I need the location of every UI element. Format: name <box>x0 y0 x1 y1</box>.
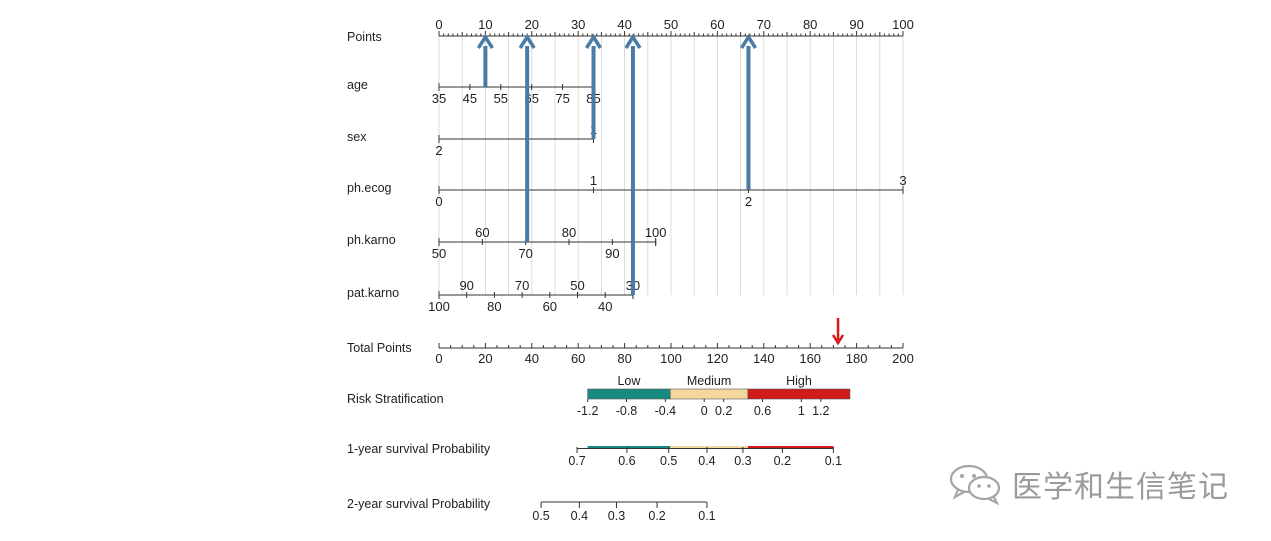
variable-tick-label: 60 <box>543 299 557 314</box>
survival-tick-label: 0.4 <box>571 509 588 523</box>
total-tick-label: 40 <box>525 351 539 366</box>
risk-segment-label: Low <box>617 374 641 388</box>
risk-tick-label: 0.6 <box>754 404 771 418</box>
survival-tick-label: 0.2 <box>774 454 791 468</box>
row-label-two-year-survival: 2-year survival Probability <box>347 497 491 511</box>
variable-tick-label: 50 <box>432 246 446 261</box>
arrow-head <box>585 33 602 49</box>
survival-tick-label: 0.6 <box>618 454 635 468</box>
variable-tick-label: 70 <box>518 246 532 261</box>
points-tick-label: 80 <box>803 17 817 32</box>
total-tick-label: 180 <box>846 351 868 366</box>
points-tick-label: 20 <box>525 17 539 32</box>
risk-segment-label: Medium <box>687 374 731 388</box>
risk-tick-label: 0 <box>701 404 708 418</box>
row-label-points: Points <box>347 30 382 44</box>
variable-tick-label: 40 <box>598 299 612 314</box>
variable-tick-label: 1 <box>590 173 597 188</box>
risk-tick-label: -1.2 <box>577 404 599 418</box>
arrow-head <box>518 33 536 49</box>
arrow-head <box>476 33 494 49</box>
row-label-total-points: Total Points <box>347 341 412 355</box>
variable-tick-label: 60 <box>475 225 489 240</box>
risk-segment-medium <box>669 388 749 400</box>
arrow-head <box>624 33 642 49</box>
row-label-ph-ecog: ph.ecog <box>347 181 392 195</box>
risk-tick-label: -0.8 <box>616 404 638 418</box>
risk-segment-high <box>747 388 851 400</box>
row-label-risk: Risk Stratification <box>347 392 444 406</box>
survival-tick-label: 0.1 <box>825 454 842 468</box>
variable-tick-label: 75 <box>555 91 569 106</box>
variable-tick-label: 70 <box>515 278 529 293</box>
total-marker-head <box>831 334 845 346</box>
watermark: 医学和生信笔记 <box>948 462 1229 506</box>
points-tick-label: 30 <box>571 17 585 32</box>
points-tick-label: 40 <box>617 17 631 32</box>
variable-tick-label: 2 <box>745 194 752 209</box>
variable-tick-label: 0 <box>435 194 442 209</box>
variable-tick-label: 2 <box>435 143 442 158</box>
survival-tick-label: 0.3 <box>734 454 751 468</box>
total-tick-label: 120 <box>707 351 729 366</box>
survival-tick-label: 0.7 <box>568 454 585 468</box>
points-tick-label: 0 <box>435 17 442 32</box>
variable-tick-label: 80 <box>562 225 576 240</box>
survival-tick-label: 0.2 <box>648 509 665 523</box>
survival-tick-label: 0.4 <box>698 454 715 468</box>
total-tick-label: 60 <box>571 351 585 366</box>
row-label-age: age <box>347 78 368 92</box>
points-tick-label: 90 <box>849 17 863 32</box>
risk-tick-label: 0.2 <box>715 404 732 418</box>
total-tick-label: 80 <box>617 351 631 366</box>
variable-tick-label: 45 <box>463 91 477 106</box>
total-tick-label: 0 <box>435 351 442 366</box>
total-tick-label: 160 <box>799 351 821 366</box>
row-label-one-year-survival: 1-year survival Probability <box>347 442 491 456</box>
variable-tick-label: 55 <box>494 91 508 106</box>
points-tick-label: 100 <box>892 17 914 32</box>
variable-tick-label: 90 <box>605 246 619 261</box>
row-label-sex: sex <box>347 130 367 144</box>
risk-segment-low <box>587 388 671 400</box>
points-tick-label: 10 <box>478 17 492 32</box>
variable-tick-label: 3 <box>899 173 906 188</box>
survival-tick-label: 0.5 <box>532 509 549 523</box>
variable-tick-label: 50 <box>570 278 584 293</box>
wechat-icon <box>949 464 1001 505</box>
row-label-ph-karno: ph.karno <box>347 233 396 247</box>
risk-tick-label: 1 <box>798 404 805 418</box>
total-tick-label: 20 <box>478 351 492 366</box>
risk-segment-label: High <box>786 374 812 388</box>
survival-tick-label: 0.5 <box>660 454 677 468</box>
watermark-text: 医学和生信笔记 <box>1012 470 1229 505</box>
points-tick-label: 50 <box>664 17 678 32</box>
total-tick-label: 140 <box>753 351 775 366</box>
variable-tick-label: 35 <box>432 91 446 106</box>
variable-tick-label: 100 <box>645 225 667 240</box>
variable-tick-label: 80 <box>487 299 501 314</box>
total-tick-label: 100 <box>660 351 682 366</box>
risk-tick-label: -0.4 <box>655 404 677 418</box>
survival-tick-label: 0.1 <box>698 509 715 523</box>
total-tick-label: 200 <box>892 351 914 366</box>
variable-tick-label: 100 <box>428 299 450 314</box>
points-tick-label: 60 <box>710 17 724 32</box>
arrow-head <box>740 33 757 49</box>
risk-tick-label: 1.2 <box>812 404 829 418</box>
points-tick-label: 70 <box>757 17 771 32</box>
survival-tick-label: 0.3 <box>608 509 625 523</box>
variable-tick-label: 90 <box>459 278 473 293</box>
row-label-pat-karno: pat.karno <box>347 286 399 300</box>
